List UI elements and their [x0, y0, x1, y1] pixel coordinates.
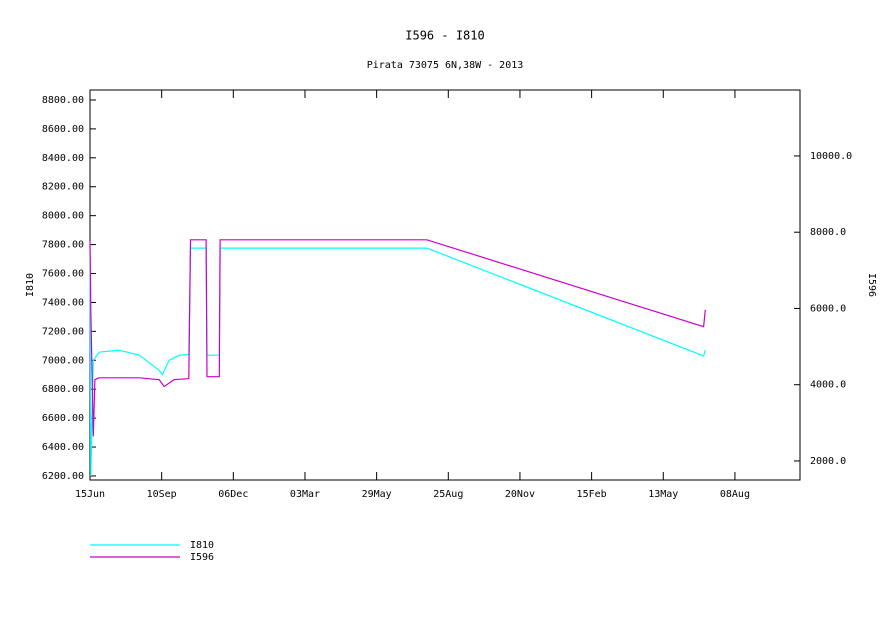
y-axis-label: I810: [25, 273, 36, 297]
y-tick-label: 7400.00: [42, 297, 84, 308]
y-tick-label: 7600.00: [42, 269, 84, 280]
x-tick-label: 06Dec: [218, 489, 248, 500]
y-tick-label: 6600.00: [42, 413, 84, 424]
y-tick-label: 7000.00: [42, 355, 84, 366]
y-tick-label: 8200.00: [42, 182, 84, 193]
legend-label: I596: [190, 552, 214, 563]
y2-tick-label: 8000.0: [810, 227, 846, 238]
y2-tick-label: 6000.0: [810, 303, 846, 314]
x-tick-label: 20Nov: [505, 489, 535, 500]
y-tick-label: 6200.00: [42, 471, 84, 482]
series-line: [89, 244, 706, 477]
series-line: [89, 239, 706, 437]
x-tick-label: 03Mar: [290, 489, 320, 500]
chart-title: I596 - I810: [405, 29, 484, 43]
y-tick-label: 8000.00: [42, 211, 84, 222]
y-tick-label: 7200.00: [42, 326, 84, 337]
y2-tick-label: 2000.0: [810, 456, 846, 467]
x-tick-label: 25Aug: [433, 489, 463, 500]
x-tick-label: 15Feb: [577, 489, 607, 500]
y-tick-label: 7800.00: [42, 240, 84, 251]
x-tick-label: 29May: [362, 489, 392, 500]
x-tick-label: 08Aug: [720, 489, 750, 500]
y-tick-label: 8400.00: [42, 153, 84, 164]
y-tick-label: 8800.00: [42, 95, 84, 106]
y2-tick-label: 4000.0: [810, 380, 846, 391]
y2-axis-label: I596: [866, 273, 877, 297]
y-tick-label: 8600.00: [42, 124, 84, 135]
x-tick-label: 10Sep: [147, 489, 177, 500]
x-tick-label: 13May: [648, 489, 678, 500]
y2-tick-label: 10000.0: [810, 151, 852, 162]
x-tick-label: 15Jun: [75, 489, 105, 500]
y-tick-label: 6400.00: [42, 442, 84, 453]
legend-label: I810: [190, 540, 214, 551]
y-tick-label: 6800.00: [42, 384, 84, 395]
chart-subtitle: Pirata 73075 6N,38W - 2013: [367, 60, 524, 71]
plot-frame: [89, 89, 801, 481]
